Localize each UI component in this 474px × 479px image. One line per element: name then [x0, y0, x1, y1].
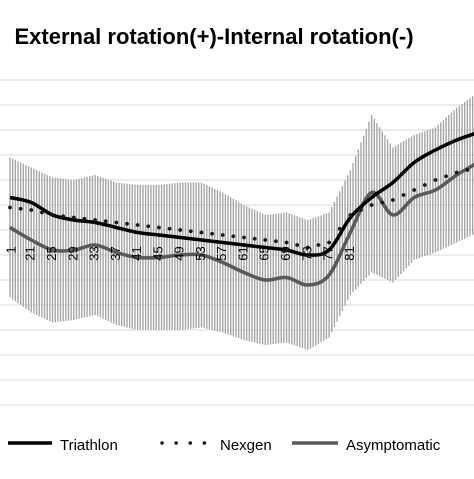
series-point-nexgen — [444, 174, 448, 179]
series-line-asymptomatic — [9, 162, 474, 287]
series-point-nexgen — [61, 214, 66, 219]
x-tick-label: 53 — [193, 246, 208, 260]
series-point-nexgen — [295, 243, 300, 247]
series-point-nexgen — [433, 178, 438, 182]
series-point-nexgen — [316, 243, 321, 247]
x-tick-label: 1 — [3, 246, 18, 253]
series-point-nexgen — [135, 223, 140, 227]
series-point-nexgen — [242, 235, 246, 240]
x-tick-label: 41 — [129, 246, 144, 260]
series-point-nexgen — [231, 234, 236, 239]
series-point-nexgen — [263, 238, 268, 242]
legend-label-triathlon: Triathlon — [60, 437, 118, 454]
series-point-nexgen — [146, 224, 151, 229]
series-point-nexgen — [18, 206, 23, 211]
legend-label-asymptomatic: Asymptomatic — [346, 437, 441, 454]
series-point-nexgen — [305, 245, 310, 250]
series-point-nexgen — [348, 213, 353, 217]
legend: Triathlon Nexgen Asymptomatic — [8, 437, 441, 454]
x-tick-label: 49 — [172, 246, 187, 260]
series-point-nexgen — [380, 200, 385, 205]
series-point-nexgen — [359, 208, 363, 212]
x-tick-label: 45 — [150, 246, 165, 260]
series-point-nexgen — [93, 218, 97, 222]
series-point-nexgen — [114, 220, 119, 225]
x-tick-label: 65 — [257, 246, 272, 260]
series-point-nexgen — [401, 193, 406, 197]
x-tick-label: 33 — [87, 246, 102, 260]
x-tick-label: 61 — [235, 246, 250, 260]
x-tick-label: 29 — [65, 246, 80, 260]
series-point-nexgen — [71, 215, 76, 220]
chart-title: External rotation(+)-Internal rotation(-… — [14, 24, 413, 49]
x-tick-label: 37 — [108, 246, 123, 260]
series-point-nexgen — [412, 188, 417, 192]
series-point-nexgen — [422, 183, 427, 187]
series-point-nexgen — [8, 205, 12, 210]
series-line-triathlon — [9, 132, 474, 257]
series-point-nexgen — [82, 216, 87, 221]
series-point-nexgen — [391, 198, 395, 202]
legend-label-nexgen: Nexgen — [220, 437, 272, 454]
series-point-nexgen — [157, 225, 161, 230]
x-tick-label: 81 — [342, 246, 357, 260]
series-point-nexgen — [103, 219, 108, 224]
series-point-nexgen — [327, 240, 331, 245]
series-point-nexgen — [220, 233, 225, 237]
series-point-nexgen — [465, 168, 470, 172]
series-point-nexgen — [337, 226, 342, 231]
series-point-nexgen — [274, 239, 278, 244]
x-axis-tick-labels: 1 21 25 29 33 37 41 45 49 53 57 61 65 69 73 77 81 — [3, 246, 356, 260]
series-point-nexgen — [252, 236, 257, 241]
series-lines — [8, 132, 474, 287]
x-tick-label: 69 — [278, 246, 293, 260]
series-point-nexgen — [199, 230, 204, 235]
series-point-nexgen — [188, 229, 193, 234]
series-point-nexgen — [29, 208, 34, 212]
x-tick-label: 25 — [44, 246, 59, 260]
series-point-nexgen — [369, 203, 374, 207]
series-point-nexgen — [178, 228, 183, 232]
series-point-nexgen — [284, 240, 289, 245]
series-point-nexgen — [210, 231, 214, 236]
x-tick-label: 77 — [321, 246, 336, 260]
x-tick-label: 21 — [23, 246, 38, 260]
series-point-nexgen — [50, 213, 55, 217]
x-tick-label: 57 — [214, 246, 229, 260]
series-point-nexgen — [454, 170, 459, 175]
series-point-nexgen — [125, 221, 129, 226]
series-point-nexgen — [167, 226, 172, 231]
x-tick-label: 73 — [299, 246, 314, 260]
series-point-nexgen — [40, 210, 44, 215]
